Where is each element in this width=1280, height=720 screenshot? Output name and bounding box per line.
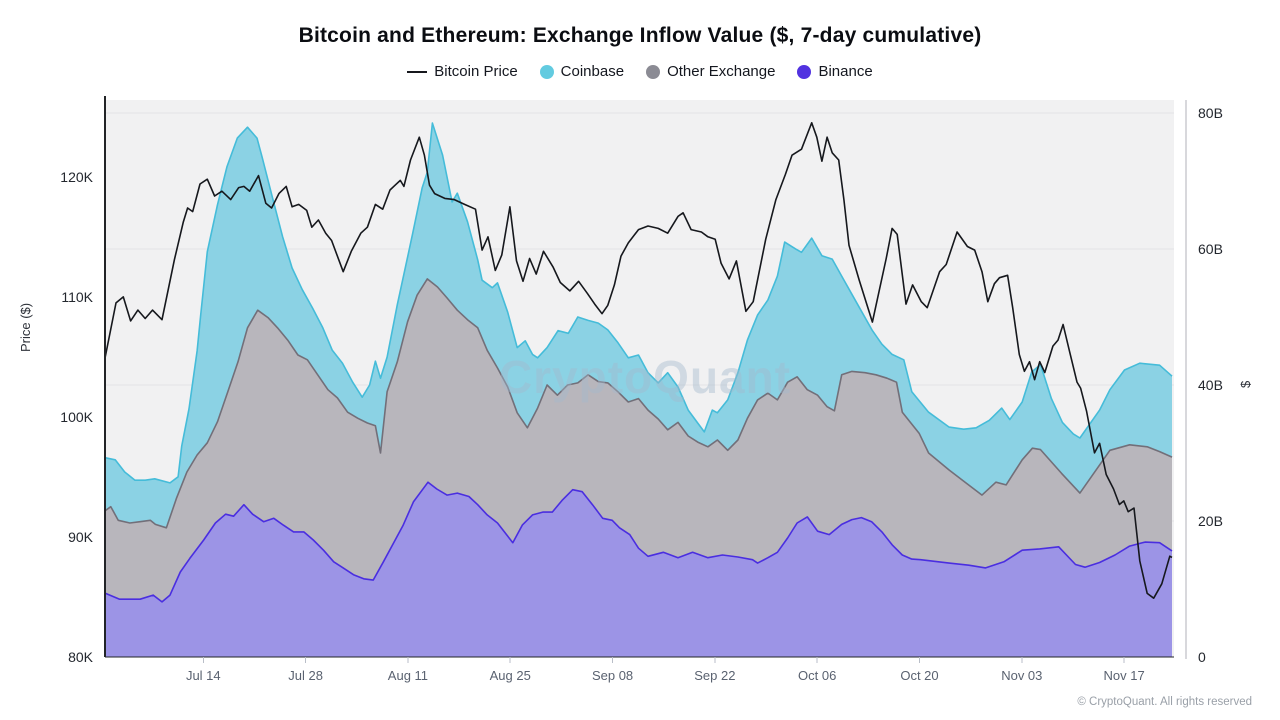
x-tick-label: Oct 06 — [798, 668, 836, 683]
x-tick-label: Aug 11 — [388, 668, 428, 683]
left-tick-label: 100K — [60, 409, 93, 425]
page-title: Bitcoin and Ethereum: Exchange Inflow Va… — [298, 24, 982, 47]
copyright-footer: © CryptoQuant. All rights reserved — [1077, 696, 1252, 708]
legend-dot-swatch — [797, 64, 812, 79]
legend-item-bitcoin-price[interactable]: Bitcoin Price — [407, 63, 518, 80]
x-tick-label: Nov 17 — [1104, 668, 1145, 683]
legend-item-coinbase[interactable]: Coinbase — [539, 63, 625, 80]
x-tick-label: Aug 25 — [490, 668, 531, 683]
coinbase-area-edge — [104, 122, 1173, 484]
left-tick-label: 120K — [60, 169, 93, 185]
legend-label: Bitcoin Price — [434, 63, 518, 80]
x-tick-label: Jul 14 — [186, 668, 221, 683]
x-tick-label: Sep 08 — [592, 668, 633, 683]
right-tick-label: 20B — [1198, 513, 1223, 529]
left-tick-label: 110K — [61, 289, 93, 305]
legend-item-other-exchange[interactable]: Other Exchange — [646, 63, 775, 80]
legend-label: Coinbase — [560, 63, 625, 80]
bitcoin-price-line — [104, 122, 1173, 600]
x-tick-label: Jul 28 — [288, 668, 323, 683]
legend-dot-swatch — [539, 64, 554, 79]
left-tick-label: 90K — [68, 529, 94, 545]
left-tick-label: 80K — [68, 649, 94, 665]
legend-item-binance[interactable]: Binance — [797, 63, 873, 80]
right-tick-label: 80B — [1198, 105, 1223, 121]
watermark: CryptoQuant — [499, 351, 791, 403]
binance-area-edge — [104, 481, 1173, 603]
x-tick-label: Oct 20 — [900, 668, 938, 683]
right-tick-label: 40B — [1198, 377, 1223, 393]
x-tick-label: Nov 03 — [1001, 668, 1042, 683]
x-tick-label: Sep 22 — [694, 668, 735, 683]
right-tick-label: 0 — [1198, 649, 1206, 665]
legend-row: Bitcoin Price Coinbase Other Exchange Binan… — [0, 63, 1280, 80]
legend-label: Other Exchange — [667, 63, 776, 80]
legend-label: Binance — [818, 63, 873, 80]
legend-dot-swatch — [646, 64, 661, 79]
right-axis-title: $ — [1238, 380, 1253, 388]
legend-line-swatch — [407, 70, 428, 73]
binance-area — [105, 482, 1172, 657]
right-tick-label: 60B — [1198, 241, 1223, 257]
other-exchange-area-edge — [104, 278, 1173, 529]
left-axis-title: Price ($) — [18, 302, 33, 352]
